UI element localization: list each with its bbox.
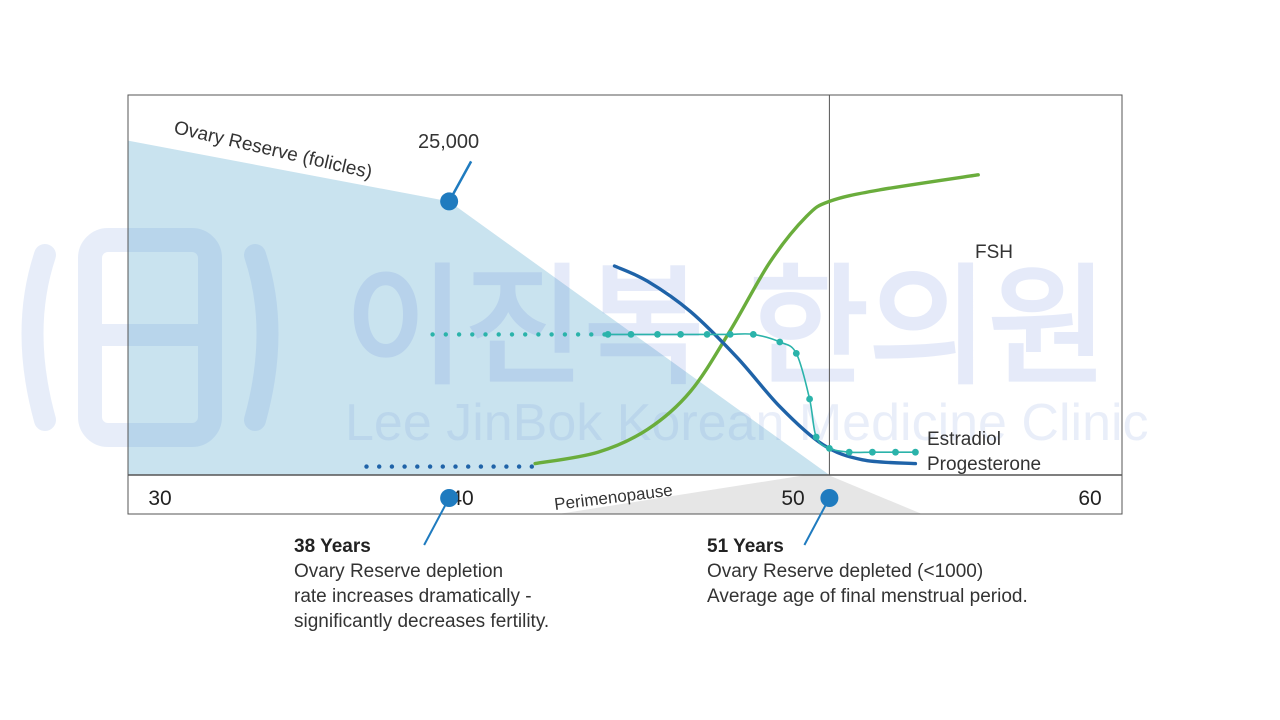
estradiol-point-9 [806, 395, 813, 403]
dotted-lead-fsh [415, 464, 420, 469]
series-label-fsh: FSH [975, 242, 1013, 263]
estradiol-point-13 [869, 448, 876, 456]
x-tick-label-50: 50 [781, 487, 804, 510]
x-tick-label-60: 60 [1078, 487, 1101, 510]
dotted-lead-estradiol [575, 332, 581, 337]
callout-marker-c38 [440, 489, 459, 507]
dotted-lead-fsh [504, 464, 509, 469]
dotted-lead-estradiol [509, 332, 515, 337]
estradiol-point-3 [677, 331, 684, 338]
callout-51-years: 51 Years Ovary Reserve depleted (<1000) … [707, 534, 1028, 609]
dotted-lead-fsh [478, 464, 484, 469]
dotted-lead-estradiol [483, 332, 488, 337]
dotted-lead-estradiol [496, 332, 501, 337]
estradiol-point-5 [726, 331, 734, 338]
watermark-english: Lee JinBok Korean Medicine Clinic [345, 394, 1149, 452]
callout-38-line-2: rate increases dramatically - [294, 586, 532, 607]
plot-frame [127, 94, 1123, 515]
estradiol-point-0 [604, 331, 612, 338]
dotted-lead-fsh [427, 464, 433, 469]
callout-51-line-1: Ovary Reserve depleted (<1000) [707, 561, 984, 582]
estradiol-point-1 [627, 331, 635, 338]
watermark-bracket-left [21, 244, 56, 431]
callout-51-line-2: Average age of final menstrual period. [707, 586, 1028, 607]
watermark-bracket-right [244, 244, 279, 431]
dotted-lead-estradiol [470, 332, 475, 337]
dotted-lead-fsh [491, 464, 496, 469]
watermark-korean: 이진복 한의원 [345, 251, 1108, 403]
series-line-estradiol [607, 333, 917, 454]
reserve-pointer-dot [440, 192, 459, 211]
dotted-lead-fsh [453, 464, 458, 469]
series-line-progesterone [612, 264, 918, 466]
callout-38-line-1: Ovary Reserve depletion [294, 561, 504, 582]
dotted-lead-estradiol [523, 332, 528, 337]
estradiol-point-12 [845, 448, 853, 456]
watermark-logo-icon [21, 228, 279, 447]
dotted-lead-estradiol [456, 332, 462, 337]
dotted-lead-fsh [389, 464, 395, 469]
series-label-progesterone: Progesterone [927, 454, 1041, 475]
dotted-lead-estradiol [549, 332, 554, 337]
dotted-lead-estradiol [536, 332, 541, 337]
dotted-lead-estradiol [430, 332, 435, 337]
ovary-reserve-area [128, 140, 830, 475]
dotted-lead-fsh [440, 464, 445, 469]
callout-38-years: 38 Years Ovary Reserve depletion rate in… [294, 534, 549, 634]
estradiol-point-2 [654, 331, 661, 338]
estradiol-point-4 [703, 331, 711, 338]
dotted-lead-fsh [529, 464, 534, 469]
estradiol-point-8 [792, 350, 800, 357]
dotted-lead-fsh [377, 464, 382, 469]
watermark-seal-frame [78, 228, 222, 447]
dotted-lead-estradiol [589, 332, 594, 337]
series-label-estradiol: Estradiol [927, 429, 1001, 450]
dotted-lead-estradiol [562, 332, 568, 337]
dotted-lead-estradiol [443, 332, 448, 337]
dotted-lead-fsh [364, 464, 369, 469]
callout-38-title: 38 Years [294, 536, 371, 557]
reserve-value-label: 25,000 [418, 131, 479, 153]
estradiol-point-15 [912, 448, 919, 456]
dotted-lead-fsh [466, 464, 471, 469]
estradiol-point-7 [776, 338, 784, 346]
x-tick-label-30: 30 [148, 487, 171, 510]
estradiol-point-6 [749, 331, 757, 338]
estradiol-point-10 [812, 433, 820, 441]
estradiol-point-11 [826, 445, 833, 452]
series-line-fsh [533, 173, 980, 466]
callout-38-line-3: significantly decreases fertility. [294, 611, 550, 632]
dotted-lead-fsh [516, 464, 522, 469]
dotted-lead-fsh [402, 464, 407, 469]
estradiol-point-14 [892, 448, 899, 456]
callout-marker-c51 [820, 489, 839, 507]
callout-51-title: 51 Years [707, 536, 784, 557]
